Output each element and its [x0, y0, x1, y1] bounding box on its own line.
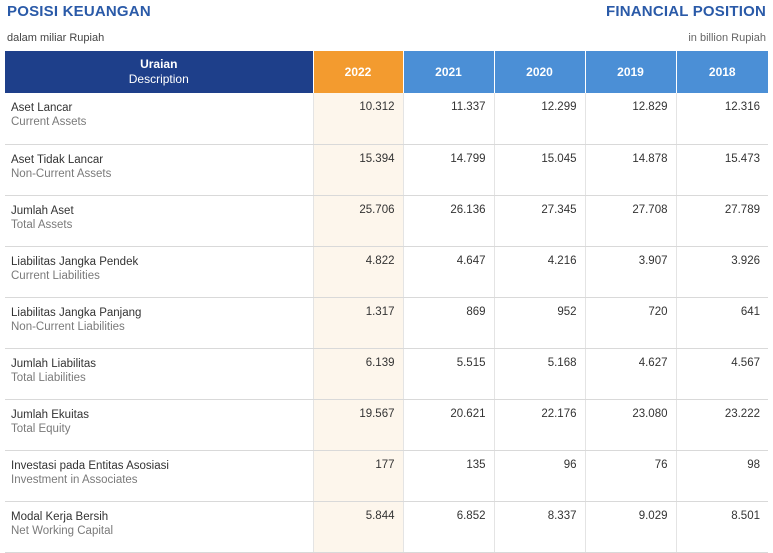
value-cell: 12.829 — [584, 93, 676, 145]
value-cell: 25.706 — [312, 195, 403, 247]
table-row: Jumlah Liabilitas Total Liabilities 6.139 5… — [5, 348, 768, 400]
row-label-en: Net Working Capital — [11, 525, 114, 537]
page-title-en: FINANCIAL POSITION — [606, 3, 766, 20]
value-cell: 4.647 — [402, 246, 494, 298]
row-label: Aset Tidak Lancar — [11, 154, 104, 166]
value-cell: 1.317 — [312, 297, 403, 349]
value-cell: 4.216 — [493, 246, 585, 298]
value-cell: 5.844 — [312, 501, 403, 553]
value-cell: 22.176 — [493, 399, 585, 451]
table-row: Modal Kerja Bersih Net Working Capital 5.8… — [5, 501, 768, 553]
row-label-en: Total Equity — [11, 423, 71, 435]
page-title-id: POSISI KEUANGAN — [7, 3, 151, 20]
value-cell: 27.345 — [493, 195, 585, 247]
table-row: Investasi pada Entitas Asosiasi Investmen… — [5, 450, 768, 502]
table-header-row: Uraian Description 2022 2021 2020 2019 2… — [5, 51, 768, 93]
value-cell: 15.045 — [493, 144, 585, 196]
value-cell: 26.136 — [402, 195, 494, 247]
value-cell: 5.168 — [493, 348, 585, 400]
description-header-label-en: Description — [128, 72, 189, 86]
value-cell: 15.394 — [312, 144, 403, 196]
description-column-header: Uraian Description — [5, 51, 314, 93]
row-label-cell: Jumlah Liabilitas Total Liabilities — [5, 348, 313, 400]
value-cell: 14.799 — [402, 144, 494, 196]
value-cell: 20.621 — [402, 399, 494, 451]
value-cell: 76 — [584, 450, 676, 502]
value-cell: 6.139 — [312, 348, 403, 400]
value-cell: 23.080 — [584, 399, 676, 451]
value-cell: 135 — [402, 450, 494, 502]
unit-note-en: in billion Rupiah — [688, 32, 766, 44]
row-label-cell: Aset Tidak Lancar Non-Current Assets — [5, 144, 313, 196]
table-row: Liabilitas Jangka Pendek Current Liabilit… — [5, 246, 768, 298]
row-label-en: Total Assets — [11, 219, 73, 231]
value-cell: 3.907 — [584, 246, 676, 298]
row-label: Modal Kerja Bersih — [11, 511, 109, 523]
unit-note-id: dalam miliar Rupiah — [7, 32, 105, 44]
value-cell: 4.627 — [584, 348, 676, 400]
value-cell: 96 — [493, 450, 585, 502]
value-cell: 4.822 — [312, 246, 403, 298]
row-label: Jumlah Aset — [11, 205, 74, 217]
row-label-en: Total Liabilities — [11, 372, 86, 384]
value-cell: 9.029 — [584, 501, 676, 553]
table-row: Liabilitas Jangka Panjang Non-Current Lia… — [5, 297, 768, 349]
value-cell: 720 — [584, 297, 676, 349]
value-cell: 952 — [493, 297, 585, 349]
year-column-header: 2020 — [494, 51, 586, 93]
table-row: Jumlah Ekuitas Total Equity 19.567 20.621 22… — [5, 399, 768, 451]
row-label: Aset Lancar — [11, 102, 73, 114]
value-cell: 14.878 — [584, 144, 676, 196]
value-cell: 12.316 — [675, 93, 768, 145]
value-cell: 4.567 — [675, 348, 768, 400]
year-column-header: 2019 — [585, 51, 677, 93]
row-label: Jumlah Liabilitas — [11, 358, 97, 370]
row-label-cell: Investasi pada Entitas Asosiasi Investmen… — [5, 450, 313, 502]
value-cell: 15.473 — [675, 144, 768, 196]
row-label-en: Non-Current Liabilities — [11, 321, 125, 333]
row-label: Jumlah Ekuitas — [11, 409, 89, 421]
value-cell: 6.852 — [402, 501, 494, 553]
row-label: Investasi pada Entitas Asosiasi — [11, 460, 169, 472]
value-cell: 10.312 — [312, 93, 403, 145]
table-row: Aset Tidak Lancar Non-Current Assets 15.39… — [5, 144, 768, 196]
row-label-cell: Jumlah Aset Total Assets — [5, 195, 313, 247]
value-cell: 8.337 — [493, 501, 585, 553]
value-cell: 11.337 — [402, 93, 494, 145]
table-row: Aset Lancar Current Assets 10.312 11.337 12.… — [5, 93, 768, 145]
value-cell: 641 — [675, 297, 768, 349]
value-cell: 177 — [312, 450, 403, 502]
value-cell: 12.299 — [493, 93, 585, 145]
row-label: Liabilitas Jangka Pendek — [11, 256, 139, 268]
row-label-cell: Modal Kerja Bersih Net Working Capital — [5, 501, 313, 553]
financial-position-table: Uraian Description 2022 2021 2020 2019 2… — [5, 51, 768, 553]
year-column-header: 2022 — [313, 51, 404, 93]
value-cell: 8.501 — [675, 501, 768, 553]
value-cell: 27.789 — [675, 195, 768, 247]
year-column-header: 2021 — [403, 51, 495, 93]
row-label-cell: Aset Lancar Current Assets — [5, 93, 313, 145]
row-label-en: Non-Current Assets — [11, 168, 112, 180]
value-cell: 27.708 — [584, 195, 676, 247]
row-label-cell: Liabilitas Jangka Pendek Current Liabilit… — [5, 246, 313, 298]
value-cell: 98 — [675, 450, 768, 502]
row-label-en: Current Liabilities — [11, 270, 100, 282]
row-label: Liabilitas Jangka Panjang — [11, 307, 142, 319]
table-row: Jumlah Aset Total Assets 25.706 26.136 27.34… — [5, 195, 768, 247]
row-label-en: Current Assets — [11, 116, 87, 128]
row-label-cell: Jumlah Ekuitas Total Equity — [5, 399, 313, 451]
description-header-label: Uraian — [140, 57, 178, 71]
row-label-cell: Liabilitas Jangka Panjang Non-Current Lia… — [5, 297, 313, 349]
year-column-header: 2018 — [676, 51, 768, 93]
value-cell: 3.926 — [675, 246, 768, 298]
value-cell: 23.222 — [675, 399, 768, 451]
value-cell: 5.515 — [402, 348, 494, 400]
value-cell: 869 — [402, 297, 494, 349]
row-label-en: Investment in Associates — [11, 474, 138, 486]
value-cell: 19.567 — [312, 399, 403, 451]
